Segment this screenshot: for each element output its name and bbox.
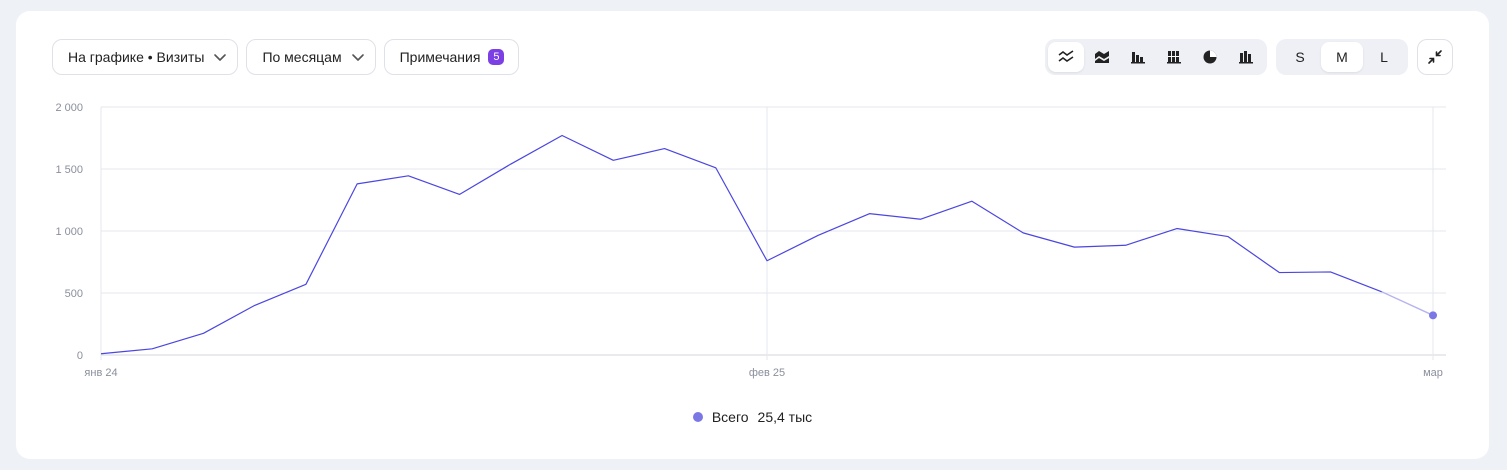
y-tick-label: 1 000	[55, 226, 83, 238]
period-select[interactable]: По месяцам	[246, 39, 376, 75]
x-tick-label: янв 24	[84, 367, 117, 379]
stacked-area-icon[interactable]	[1084, 42, 1120, 72]
size-switcher: S M L	[1276, 39, 1408, 75]
x-tick-label: фев 25	[749, 367, 785, 379]
toolbar-left: На графике • Визиты По месяцам Примечани…	[52, 39, 520, 75]
collapse-arrows-icon	[1428, 50, 1442, 64]
column-chart-icon[interactable]	[1228, 42, 1264, 72]
size-l-button[interactable]: L	[1380, 49, 1388, 65]
chevron-down-icon	[351, 54, 364, 61]
stacked-bar-icon[interactable]	[1156, 42, 1192, 72]
toolbar-right: S M L	[1045, 39, 1453, 75]
y-tick-label: 500	[65, 288, 83, 300]
chart-card: На графике • Визиты По месяцам Примечани…	[16, 11, 1489, 459]
legend-series-total: 25,4 тыс	[757, 409, 813, 425]
line-chart-icon[interactable]	[1048, 42, 1084, 72]
line-chart: 0 500 1 000 1 500 2 000 янв 24 фев 25 мар	[55, 102, 1446, 379]
metric-select[interactable]: На графике • Визиты	[52, 39, 239, 75]
x-tick-label: мар	[1423, 367, 1443, 379]
collapse-button[interactable]	[1417, 39, 1453, 75]
size-s-button[interactable]: S	[1295, 49, 1305, 65]
y-tick-label: 0	[77, 350, 83, 362]
series-line	[100, 134, 1382, 355]
chevron-down-icon	[214, 54, 227, 61]
pie-chart-icon[interactable]	[1192, 42, 1228, 72]
series-last-point	[1429, 311, 1437, 320]
notes-count-badge: 5	[488, 49, 505, 65]
metric-select-label: На графике • Визиты	[68, 49, 205, 65]
notes-label: Примечания	[399, 49, 481, 65]
y-tick-label: 2 000	[55, 102, 83, 114]
chart-type-switcher	[1045, 39, 1267, 75]
size-m-button[interactable]: M	[1321, 42, 1363, 72]
y-tick-label: 1 500	[55, 164, 83, 176]
notes-button[interactable]: Примечания 5	[383, 39, 520, 75]
period-select-label: По месяцам	[262, 49, 342, 65]
legend-series-dot	[692, 412, 703, 422]
chart-legend: Всего 25,4 тыс	[16, 409, 1489, 425]
bar-chart-icon[interactable]	[1120, 42, 1156, 72]
series-line-partial	[1381, 291, 1434, 316]
legend-series-label: Всего	[711, 409, 749, 425]
